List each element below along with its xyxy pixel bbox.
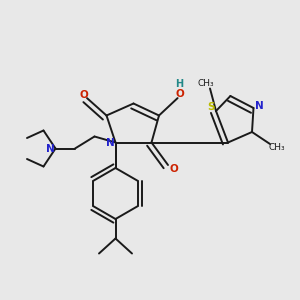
- Text: H: H: [175, 79, 184, 89]
- Text: N: N: [46, 143, 55, 154]
- Text: S: S: [208, 102, 215, 112]
- Text: O: O: [169, 164, 178, 175]
- Text: N: N: [254, 100, 263, 111]
- Text: CH₃: CH₃: [268, 142, 285, 152]
- Text: O: O: [176, 88, 184, 99]
- Text: CH₃: CH₃: [197, 80, 214, 88]
- Text: O: O: [79, 90, 88, 100]
- Text: N: N: [106, 137, 115, 148]
